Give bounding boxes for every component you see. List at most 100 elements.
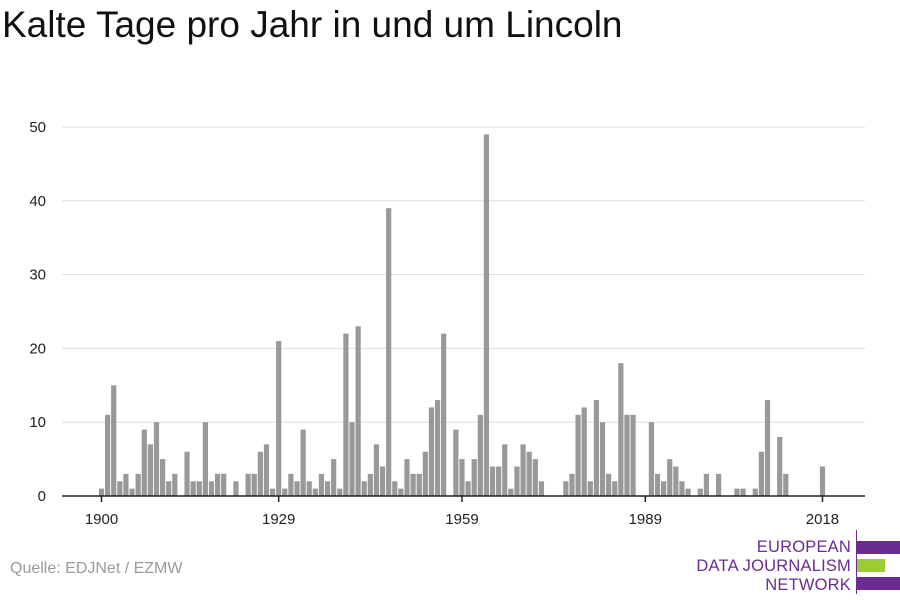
bar-1962 (477, 414, 483, 496)
bar-1960 (465, 481, 471, 496)
bar-1944 (367, 473, 373, 496)
edjnet-logo: EUROPEAN DATA JOURNALISM NETWORK (696, 530, 900, 594)
bar-1955 (434, 400, 441, 496)
bar-1965 (496, 466, 502, 496)
bar-1999 (703, 473, 709, 496)
bar-1907 (141, 429, 147, 496)
bar-1945 (373, 444, 380, 496)
bar-1912 (172, 473, 178, 496)
bar-1916 (196, 481, 202, 496)
bar-1918 (208, 481, 215, 496)
bar-1970 (526, 451, 532, 496)
logo-divider (856, 530, 857, 594)
bar-1969 (520, 444, 526, 496)
bar-1993 (667, 459, 673, 496)
x-tick-label: 2018 (806, 511, 839, 528)
bar-1961 (471, 459, 477, 496)
bar-1986 (624, 414, 630, 496)
bar-2007 (752, 488, 758, 496)
bar-1972 (538, 481, 545, 496)
bar-1990 (648, 422, 654, 496)
bar-1908 (147, 444, 153, 496)
y-axis-ticks: 0 10 20 30 40 50 (29, 119, 46, 505)
bar-1928 (269, 488, 276, 496)
bar-1958 (453, 429, 459, 496)
bar-1937 (324, 481, 331, 496)
x-tick-label: 1900 (85, 511, 118, 528)
bar-1981 (593, 400, 600, 496)
bar-1901 (105, 414, 111, 496)
x-tick-label: 1959 (445, 511, 478, 528)
bar-1931 (288, 473, 294, 496)
bar-1905 (129, 488, 135, 496)
bar-1985 (618, 363, 624, 496)
bar-1987 (630, 414, 636, 496)
bar-1940 (343, 333, 349, 496)
logo-line-1: EUROPEAN (756, 538, 851, 556)
bar-1966 (502, 444, 508, 496)
y-tick-label: 10 (29, 414, 46, 431)
x-tick-label: 1989 (629, 511, 662, 528)
y-tick-label: 50 (29, 119, 46, 136)
bar-1926 (257, 451, 263, 496)
chart-title: Kalte Tage pro Jahr in und um Lincoln (2, 4, 623, 45)
bar-1982 (599, 422, 606, 496)
bar-1979 (581, 407, 587, 496)
bar-1995 (679, 481, 685, 496)
bar-2008 (758, 451, 764, 496)
bar-1992 (661, 481, 667, 496)
bar-1917 (202, 422, 208, 496)
bar-1952 (416, 473, 422, 496)
bar-1963 (483, 134, 490, 496)
bar-1939 (337, 488, 343, 496)
logo-line-2: DATA JOURNALISM (696, 557, 851, 575)
bar-1948 (392, 481, 398, 496)
bar-1984 (612, 481, 618, 496)
x-axis-ticks: 1900 1929 1959 1989 2018 (85, 496, 839, 528)
y-tick-label: 40 (29, 193, 46, 210)
bar-1964 (489, 466, 496, 496)
bar-2009 (764, 400, 771, 496)
bar-1946 (379, 466, 386, 496)
bar-1906 (135, 473, 141, 496)
bar-1904 (123, 473, 129, 496)
bar-1915 (190, 481, 196, 496)
bar-1925 (251, 473, 257, 496)
bar-1902 (111, 385, 117, 496)
bar-1920 (221, 473, 227, 496)
gridlines (62, 126, 865, 423)
logo-bar-purple-bottom (857, 577, 900, 590)
bar-1933 (300, 429, 306, 496)
bar-1991 (654, 473, 661, 496)
bar-1980 (587, 481, 593, 496)
bar-1949 (398, 488, 404, 496)
bar-1950 (404, 459, 410, 496)
bar-1959 (459, 459, 465, 496)
bar-1977 (569, 473, 575, 496)
bar-2004 (734, 488, 740, 496)
bar-1943 (361, 481, 367, 496)
bar-1953 (422, 451, 428, 496)
bar-1942 (355, 326, 361, 496)
bar-1900 (98, 488, 105, 496)
bar-1932 (294, 481, 300, 496)
bar-1967 (508, 488, 514, 496)
bar-1934 (306, 481, 312, 496)
bar-1983 (606, 473, 612, 496)
bar-1938 (331, 459, 337, 496)
bar-1947 (386, 208, 392, 496)
bar-1910 (160, 459, 166, 496)
x-tick-label: 1929 (262, 511, 295, 528)
bar-1911 (166, 481, 172, 496)
logo-line-3: NETWORK (765, 576, 851, 594)
bar-1903 (117, 481, 123, 496)
bar-1930 (282, 488, 288, 496)
bar-2011 (777, 436, 783, 496)
bar-1976 (563, 481, 569, 496)
bar-1914 (184, 451, 190, 496)
y-tick-label: 30 (29, 267, 46, 284)
source-note: Quelle: EDJNet / EZMW (10, 560, 183, 577)
logo-bar-green (857, 559, 885, 572)
y-tick-label: 20 (29, 340, 46, 357)
